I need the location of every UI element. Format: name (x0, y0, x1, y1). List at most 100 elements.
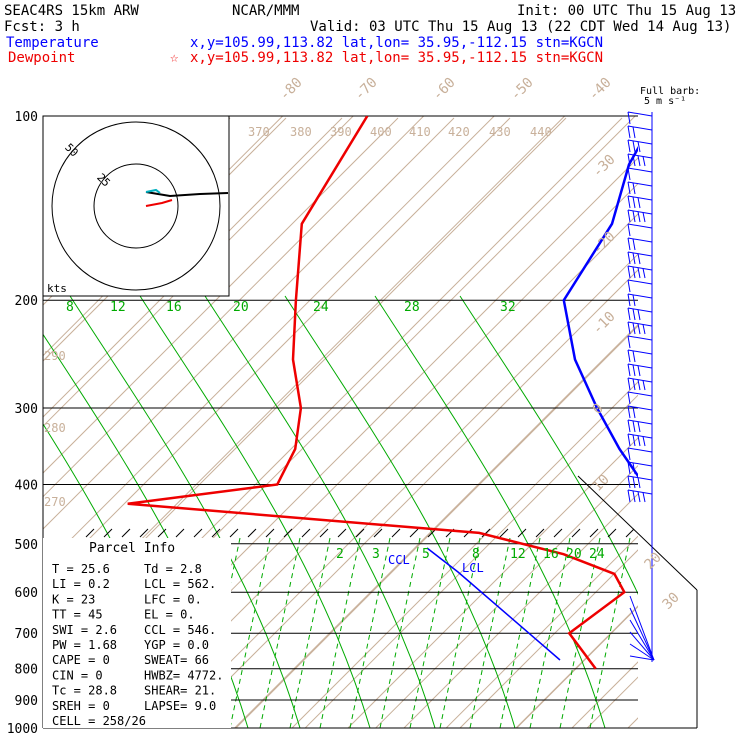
frame-diagonal (577, 475, 698, 591)
hatch-mark (175, 528, 185, 538)
wind-barb (627, 195, 653, 209)
hodo-units: kts (47, 282, 67, 295)
parcel-info-left: Tc = 28.8 (52, 684, 117, 698)
init-time: Init: 00 UTC Thu 15 Aug 13 (517, 3, 736, 19)
parcel-info-left: SWI = 2.6 (52, 623, 117, 637)
pressure-label: 1000 (7, 722, 38, 737)
wind-barb (627, 181, 653, 195)
wind-barb (627, 489, 653, 503)
pressure-label: 600 (15, 586, 38, 601)
pressure-label: 400 (15, 478, 38, 493)
wind-barb (627, 293, 653, 307)
mixing-ratio-label-lower: 24 (589, 547, 605, 562)
hatch-mark (157, 528, 167, 538)
wind-barb (627, 139, 653, 153)
wind-barb (627, 349, 653, 363)
valid-time: Valid: 03 UTC Thu 15 Aug 13 (22 CDT Wed … (310, 19, 731, 35)
hatch-mark (211, 528, 221, 538)
dry-adiabat-line (43, 117, 399, 474)
hodograph-trace-red (145, 199, 173, 207)
isotherm-line (234, 323, 638, 728)
wind-barb (627, 251, 653, 265)
mixing-ratio-label-lower: 3 (372, 547, 380, 562)
barb-key-units: 5 m s⁻¹ (644, 96, 686, 107)
mixing-ratio-label: 16 (166, 300, 182, 315)
pressure-label: 200 (15, 294, 38, 309)
parcel-ascent (426, 547, 561, 661)
hatch-mark (121, 528, 131, 538)
isotherm-line (163, 253, 638, 728)
wind-barb (627, 307, 653, 321)
mixing-ratio-curve (139, 295, 371, 728)
hatch-mark (85, 528, 95, 538)
wind-barb-lower (629, 643, 655, 661)
isotherm-line (304, 394, 638, 728)
hatch-mark (247, 528, 257, 538)
mixing-ratio-label-lower: 12 (510, 547, 526, 562)
parcel-info-right: SHEAR= 21. (144, 684, 216, 698)
parcel-info-right: LFC = 0. (144, 592, 202, 606)
parcel-info-title: Parcel Info (89, 541, 175, 556)
wind-barb (627, 363, 653, 377)
theta-label: 440 (530, 125, 552, 139)
parcel-info-right: EL = 0. (144, 608, 195, 622)
hatch-mark (265, 528, 275, 538)
wind-barb-lower (629, 655, 655, 661)
dewpoint-star-icon: ☆ (170, 50, 179, 66)
dry-adiabat-line (43, 117, 343, 418)
wind-barb-lower (629, 595, 655, 661)
parcel-info-rows: T = 25.6 Td = 2.8 LI = 0.2 LCL = 562. K = 23… (52, 562, 223, 728)
theta-label: 380 (290, 125, 312, 139)
hatch-mark (355, 528, 365, 538)
parcel-info-right: CCL = 546. (144, 623, 216, 637)
isotherm-line (43, 116, 354, 427)
mixing-ratio-label-lower: 8 (472, 547, 480, 562)
mixing-ratio-curve (459, 295, 638, 595)
hatch-mark (193, 528, 203, 538)
dry-adiabat-line (403, 493, 638, 728)
temperature-legend: Temperature (6, 35, 99, 51)
wind-barb (627, 209, 653, 223)
isotherm-line (445, 535, 638, 728)
mixing-ratio-label-lower: 16 (543, 547, 559, 562)
mixing-ratio-curve (284, 295, 516, 728)
mixing-ratio-label: 20 (233, 300, 249, 315)
wind-barbs (627, 111, 655, 662)
wind-barb (627, 321, 653, 335)
pressure-label: 100 (15, 110, 38, 125)
theta-label: 290 (44, 349, 66, 363)
wind-barb (627, 447, 653, 461)
hatch-mark (373, 528, 383, 538)
hodograph (42, 115, 230, 297)
hatch-mark (229, 528, 239, 538)
hatch-mark (139, 528, 149, 538)
dry-adiabat-line (43, 117, 511, 586)
dry-adiabat-line (43, 117, 455, 530)
parcel-info-left: CAPE = 0 (52, 653, 110, 667)
sounding-traces (127, 115, 699, 670)
parcel-info-right: LCL = 562. (144, 577, 216, 591)
dry-adiabat-line (515, 605, 638, 728)
parcel-info-right: YGP = 0.0 (144, 638, 209, 652)
mixing-ratio-label: 12 (110, 300, 126, 315)
wind-barb (627, 237, 653, 251)
lcl-label: LCL (462, 561, 484, 575)
hatch-mark (301, 528, 311, 538)
wind-barb (627, 111, 653, 125)
dry-adiabat-line (459, 549, 638, 728)
mixing-ratio-label-lower: 2 (336, 547, 344, 562)
hatch-mark (319, 528, 329, 538)
mixing-ratio-label: 8 (66, 300, 74, 315)
wind-barb (627, 265, 653, 279)
hatch-mark (337, 528, 347, 538)
wind-barb-lower (629, 607, 655, 661)
wind-barb (627, 377, 653, 391)
wind-barb (627, 223, 653, 237)
mixing-ratio-label: 32 (500, 300, 516, 315)
parcel-info-right: SWEAT= 66 (144, 653, 209, 667)
wind-barb (627, 475, 653, 489)
hatch-mark (607, 528, 617, 538)
hatch-mark (571, 528, 581, 538)
parcel-info-left: SREH = 0 (52, 699, 110, 713)
wind-barb (627, 279, 653, 293)
